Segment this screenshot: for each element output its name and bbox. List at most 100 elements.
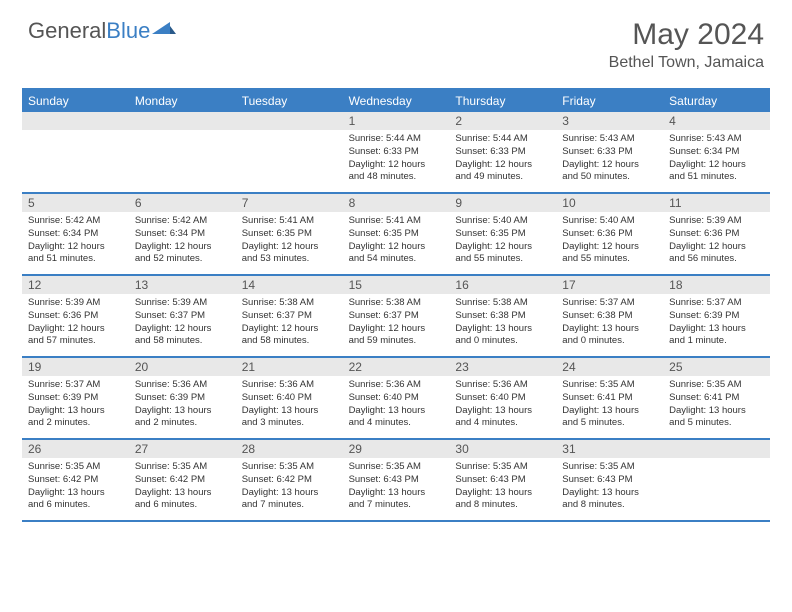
- day-content: Sunrise: 5:40 AMSunset: 6:35 PMDaylight:…: [449, 212, 556, 270]
- sunrise-line: Sunrise: 5:35 AM: [562, 461, 657, 474]
- sunrise-line: Sunrise: 5:39 AM: [135, 297, 230, 310]
- day-number: 23: [449, 358, 556, 376]
- day-content: Sunrise: 5:44 AMSunset: 6:33 PMDaylight:…: [449, 130, 556, 188]
- sunset-line: Sunset: 6:39 PM: [28, 392, 123, 405]
- daylight-line: Daylight: 12 hours and 55 minutes.: [562, 241, 657, 267]
- daylight-line: Daylight: 13 hours and 7 minutes.: [349, 487, 444, 513]
- day-content: Sunrise: 5:37 AMSunset: 6:39 PMDaylight:…: [663, 294, 770, 352]
- sunrise-line: Sunrise: 5:36 AM: [135, 379, 230, 392]
- logo: GeneralBlue: [28, 18, 176, 44]
- sunrise-line: Sunrise: 5:36 AM: [349, 379, 444, 392]
- day-cell: 15Sunrise: 5:38 AMSunset: 6:37 PMDayligh…: [343, 276, 450, 356]
- day-number: 18: [663, 276, 770, 294]
- day-cell: 6Sunrise: 5:42 AMSunset: 6:34 PMDaylight…: [129, 194, 236, 274]
- sunset-line: Sunset: 6:35 PM: [242, 228, 337, 241]
- sunset-line: Sunset: 6:33 PM: [455, 146, 550, 159]
- day-cell: [663, 440, 770, 520]
- sunrise-line: Sunrise: 5:36 AM: [242, 379, 337, 392]
- day-content: Sunrise: 5:36 AMSunset: 6:40 PMDaylight:…: [236, 376, 343, 434]
- dow-monday: Monday: [129, 90, 236, 112]
- sunset-line: Sunset: 6:36 PM: [562, 228, 657, 241]
- daylight-line: Daylight: 13 hours and 5 minutes.: [669, 405, 764, 431]
- day-content: Sunrise: 5:35 AMSunset: 6:43 PMDaylight:…: [449, 458, 556, 516]
- day-cell: 20Sunrise: 5:36 AMSunset: 6:39 PMDayligh…: [129, 358, 236, 438]
- week-row: 12Sunrise: 5:39 AMSunset: 6:36 PMDayligh…: [22, 276, 770, 358]
- day-number: 17: [556, 276, 663, 294]
- daylight-line: Daylight: 12 hours and 52 minutes.: [135, 241, 230, 267]
- sunset-line: Sunset: 6:40 PM: [349, 392, 444, 405]
- day-cell: 12Sunrise: 5:39 AMSunset: 6:36 PMDayligh…: [22, 276, 129, 356]
- week-row: 19Sunrise: 5:37 AMSunset: 6:39 PMDayligh…: [22, 358, 770, 440]
- sunrise-line: Sunrise: 5:35 AM: [349, 461, 444, 474]
- sunset-line: Sunset: 6:36 PM: [28, 310, 123, 323]
- daylight-line: Daylight: 13 hours and 6 minutes.: [135, 487, 230, 513]
- dow-wednesday: Wednesday: [343, 90, 450, 112]
- sunrise-line: Sunrise: 5:42 AM: [28, 215, 123, 228]
- day-number: 26: [22, 440, 129, 458]
- day-number: 15: [343, 276, 450, 294]
- day-content: Sunrise: 5:44 AMSunset: 6:33 PMDaylight:…: [343, 130, 450, 188]
- sunset-line: Sunset: 6:37 PM: [135, 310, 230, 323]
- sunrise-line: Sunrise: 5:42 AM: [135, 215, 230, 228]
- day-cell: 23Sunrise: 5:36 AMSunset: 6:40 PMDayligh…: [449, 358, 556, 438]
- daylight-line: Daylight: 13 hours and 4 minutes.: [455, 405, 550, 431]
- sunrise-line: Sunrise: 5:38 AM: [349, 297, 444, 310]
- day-content: Sunrise: 5:43 AMSunset: 6:34 PMDaylight:…: [663, 130, 770, 188]
- day-number: 13: [129, 276, 236, 294]
- daylight-line: Daylight: 12 hours and 58 minutes.: [242, 323, 337, 349]
- day-content: Sunrise: 5:35 AMSunset: 6:43 PMDaylight:…: [343, 458, 450, 516]
- day-number: 29: [343, 440, 450, 458]
- day-cell: [22, 112, 129, 192]
- sunrise-line: Sunrise: 5:35 AM: [562, 379, 657, 392]
- day-content: Sunrise: 5:42 AMSunset: 6:34 PMDaylight:…: [22, 212, 129, 270]
- day-content: Sunrise: 5:35 AMSunset: 6:42 PMDaylight:…: [129, 458, 236, 516]
- day-number: 9: [449, 194, 556, 212]
- day-content: Sunrise: 5:38 AMSunset: 6:38 PMDaylight:…: [449, 294, 556, 352]
- day-cell: 26Sunrise: 5:35 AMSunset: 6:42 PMDayligh…: [22, 440, 129, 520]
- week-row: 26Sunrise: 5:35 AMSunset: 6:42 PMDayligh…: [22, 440, 770, 522]
- sunset-line: Sunset: 6:39 PM: [669, 310, 764, 323]
- daylight-line: Daylight: 13 hours and 0 minutes.: [562, 323, 657, 349]
- dow-row: SundayMondayTuesdayWednesdayThursdayFrid…: [22, 90, 770, 112]
- sunrise-line: Sunrise: 5:36 AM: [455, 379, 550, 392]
- day-number: 8: [343, 194, 450, 212]
- sunrise-line: Sunrise: 5:41 AM: [242, 215, 337, 228]
- daylight-line: Daylight: 13 hours and 2 minutes.: [135, 405, 230, 431]
- sunset-line: Sunset: 6:33 PM: [562, 146, 657, 159]
- day-number: [663, 440, 770, 458]
- dow-sunday: Sunday: [22, 90, 129, 112]
- sunset-line: Sunset: 6:40 PM: [242, 392, 337, 405]
- day-number: 1: [343, 112, 450, 130]
- sunrise-line: Sunrise: 5:40 AM: [562, 215, 657, 228]
- day-content: Sunrise: 5:39 AMSunset: 6:37 PMDaylight:…: [129, 294, 236, 352]
- daylight-line: Daylight: 12 hours and 49 minutes.: [455, 159, 550, 185]
- daylight-line: Daylight: 13 hours and 1 minute.: [669, 323, 764, 349]
- sunset-line: Sunset: 6:34 PM: [669, 146, 764, 159]
- day-content: Sunrise: 5:35 AMSunset: 6:41 PMDaylight:…: [556, 376, 663, 434]
- daylight-line: Daylight: 13 hours and 4 minutes.: [349, 405, 444, 431]
- sunrise-line: Sunrise: 5:37 AM: [28, 379, 123, 392]
- daylight-line: Daylight: 12 hours and 58 minutes.: [135, 323, 230, 349]
- day-number: 7: [236, 194, 343, 212]
- day-cell: 28Sunrise: 5:35 AMSunset: 6:42 PMDayligh…: [236, 440, 343, 520]
- day-content: Sunrise: 5:37 AMSunset: 6:39 PMDaylight:…: [22, 376, 129, 434]
- sunset-line: Sunset: 6:42 PM: [135, 474, 230, 487]
- day-content: Sunrise: 5:35 AMSunset: 6:42 PMDaylight:…: [22, 458, 129, 516]
- dow-friday: Friday: [556, 90, 663, 112]
- day-cell: 13Sunrise: 5:39 AMSunset: 6:37 PMDayligh…: [129, 276, 236, 356]
- day-number: 4: [663, 112, 770, 130]
- day-number: 19: [22, 358, 129, 376]
- day-cell: 3Sunrise: 5:43 AMSunset: 6:33 PMDaylight…: [556, 112, 663, 192]
- logo-icon: [152, 20, 176, 38]
- dow-tuesday: Tuesday: [236, 90, 343, 112]
- sunrise-line: Sunrise: 5:38 AM: [455, 297, 550, 310]
- sunset-line: Sunset: 6:34 PM: [28, 228, 123, 241]
- day-content: Sunrise: 5:40 AMSunset: 6:36 PMDaylight:…: [556, 212, 663, 270]
- day-cell: 2Sunrise: 5:44 AMSunset: 6:33 PMDaylight…: [449, 112, 556, 192]
- day-cell: 8Sunrise: 5:41 AMSunset: 6:35 PMDaylight…: [343, 194, 450, 274]
- day-number: 31: [556, 440, 663, 458]
- day-cell: 18Sunrise: 5:37 AMSunset: 6:39 PMDayligh…: [663, 276, 770, 356]
- day-cell: 27Sunrise: 5:35 AMSunset: 6:42 PMDayligh…: [129, 440, 236, 520]
- title-block: May 2024 Bethel Town, Jamaica: [609, 18, 764, 72]
- daylight-line: Daylight: 12 hours and 56 minutes.: [669, 241, 764, 267]
